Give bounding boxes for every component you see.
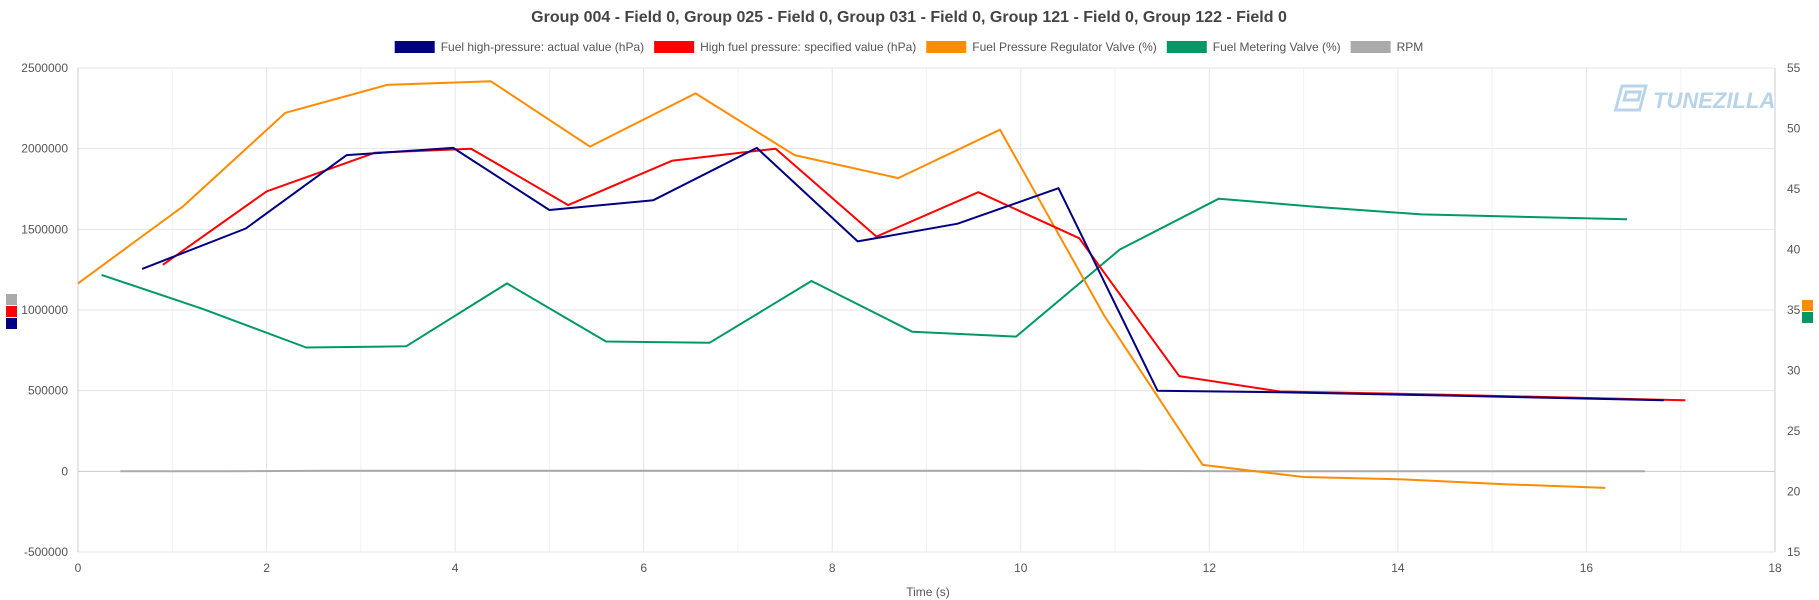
legend-swatch-rpm[interactable] — [1350, 41, 1391, 53]
grid — [77, 67, 1776, 553]
y-right-tick-label: 15 — [1787, 545, 1801, 559]
y-left-axis-ticks: -500000 0 500000 1000000 1500000 2000000 25000… — [21, 61, 68, 559]
x-tick-label: 16 — [1580, 561, 1594, 575]
y-left-tick-label: 500000 — [28, 384, 68, 398]
y-right-tick-label: 55 — [1787, 61, 1801, 75]
left-axis-marker — [6, 306, 17, 317]
y-left-tick-label: 0 — [61, 464, 68, 478]
y-left-tick-label: 1000000 — [21, 303, 68, 317]
x-axis-ticks: 0 2 4 6 8 10 12 14 16 18 — [75, 561, 1782, 575]
chart-title: Group 004 - Field 0, Group 025 - Field 0… — [531, 9, 1287, 26]
y-left-tick-label: -500000 — [24, 545, 68, 559]
x-tick-label: 8 — [829, 561, 836, 575]
series-line-fuel-high-pressure-actual-value-hpa — [141, 146, 1664, 402]
x-tick-label: 14 — [1391, 561, 1405, 575]
x-tick-label: 2 — [263, 561, 270, 575]
legend-swatch-fuel-metering-valve[interactable] — [1166, 41, 1207, 53]
axis-markers — [6, 294, 1813, 329]
legend-label-fuel-pressure-regulator-valve[interactable]: Fuel Pressure Regulator Valve (%) — [972, 40, 1157, 54]
x-tick-label: 0 — [75, 561, 82, 575]
watermark-text: TUNEZILLA — [1653, 88, 1775, 113]
watermark-logo: TUNEZILLA — [1613, 84, 1775, 113]
y-right-tick-label: 50 — [1787, 122, 1801, 136]
y-right-tick-label: 30 — [1787, 364, 1801, 378]
y-left-tick-label: 2500000 — [21, 61, 68, 75]
x-tick-label: 4 — [452, 561, 459, 575]
y-right-tick-label: 40 — [1787, 243, 1801, 257]
y-right-tick-label: 25 — [1787, 424, 1801, 438]
y-right-tick-label: 35 — [1787, 303, 1801, 317]
series-line-fuel-pressure-regulator-valve — [77, 80, 1606, 489]
legend: Fuel high-pressure: actual value (hPa) Hi… — [394, 40, 1424, 54]
legend-swatch-fuel-high-pressure-actual-value-hpa[interactable] — [394, 41, 435, 53]
y-right-tick-label: 45 — [1787, 182, 1801, 196]
legend-label-fuel-high-pressure-actual-value-hpa[interactable]: Fuel high-pressure: actual value (hPa) — [441, 40, 644, 54]
x-axis-title: Time (s) — [906, 585, 950, 599]
series-line-high-fuel-pressure-specified-value-hpa — [162, 147, 1686, 402]
legend-swatch-high-fuel-pressure-specified-value-hpa[interactable] — [654, 41, 695, 53]
series-line-rpm — [120, 469, 1645, 473]
y-left-tick-label: 1500000 — [21, 222, 68, 236]
y-right-axis-ticks: 15 20 25 30 35 40 45 50 55 — [1787, 61, 1801, 559]
legend-label-rpm[interactable]: RPM — [1397, 40, 1424, 54]
right-axis-marker — [1802, 312, 1813, 323]
x-tick-label: 12 — [1203, 561, 1217, 575]
right-axis-marker — [1802, 300, 1813, 311]
legend-label-high-fuel-pressure-specified-value-hpa[interactable]: High fuel pressure: specified value (hPa… — [700, 40, 916, 54]
y-left-tick-label: 2000000 — [21, 142, 68, 156]
legend-swatch-fuel-pressure-regulator-valve[interactable] — [926, 41, 967, 53]
x-tick-label: 18 — [1768, 561, 1782, 575]
x-tick-label: 10 — [1014, 561, 1028, 575]
series-line-fuel-metering-valve — [101, 197, 1628, 349]
y-right-tick-label: 20 — [1787, 485, 1801, 499]
x-tick-label: 6 — [640, 561, 647, 575]
series-lines — [77, 80, 1686, 489]
legend-label-fuel-metering-valve[interactable]: Fuel Metering Valve (%) — [1213, 40, 1341, 54]
left-axis-marker — [6, 318, 17, 329]
left-axis-marker — [6, 294, 17, 305]
